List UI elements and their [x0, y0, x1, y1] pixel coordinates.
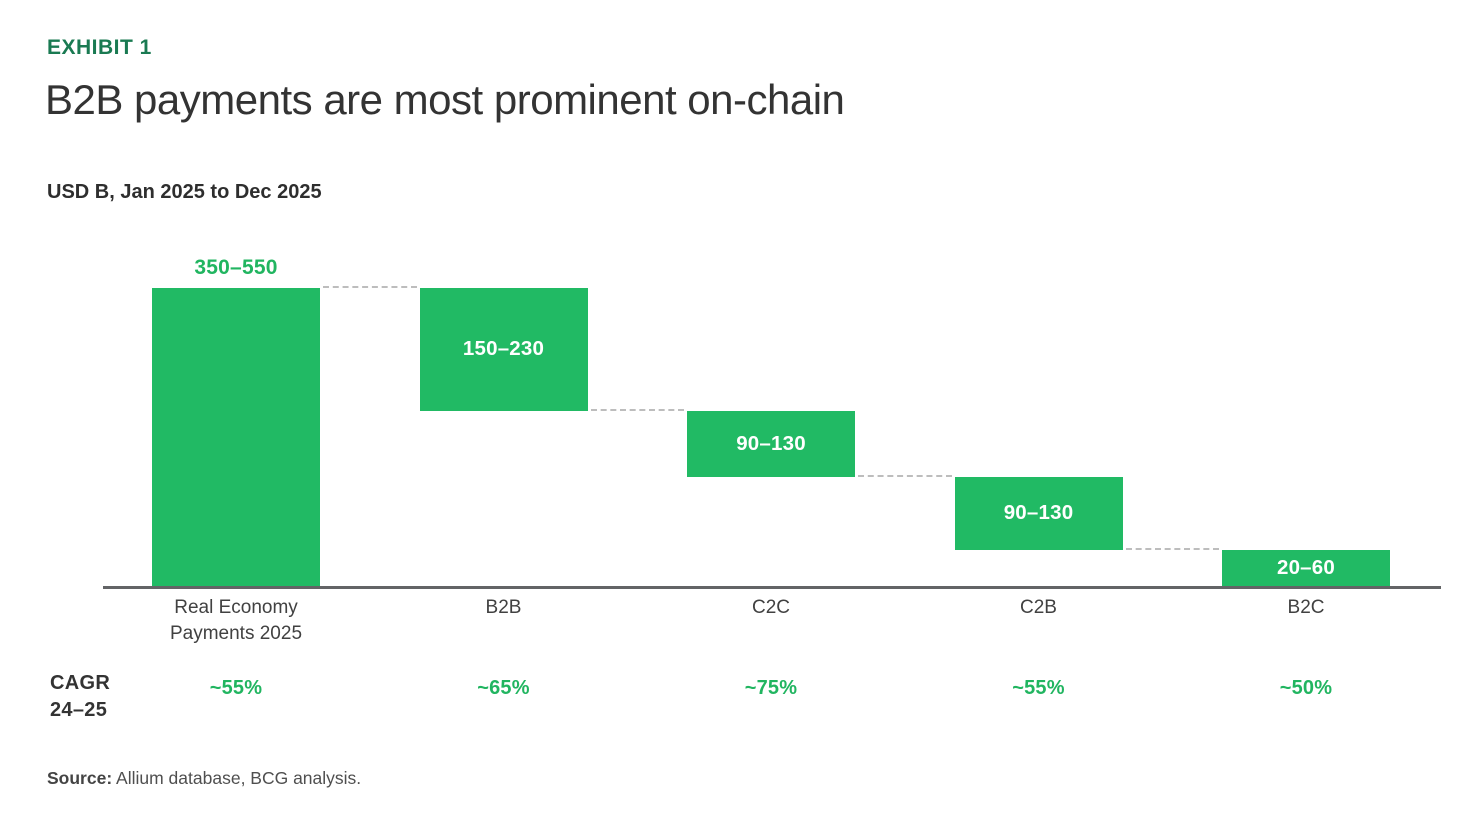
axis-category-label: Real Economy Payments 2025: [169, 597, 303, 645]
source-label: Source:: [47, 768, 113, 788]
cagr-row-label-line1: CAGR: [50, 672, 111, 694]
bar-value-label: 90–130: [736, 431, 806, 455]
waterfall-bar: 90–130: [954, 476, 1123, 550]
waterfall-connector: [858, 474, 952, 477]
axis-category-label: C2B: [1020, 597, 1057, 618]
waterfall-connector: [1125, 547, 1219, 550]
chart-subtitle-units: USD B, Jan 2025 to Dec 2025: [47, 181, 322, 203]
waterfall-bar: 90–130: [687, 410, 855, 477]
source-text: Allium database, BCG analysis.: [112, 768, 362, 788]
exhibit-eyebrow: EXHIBIT 1: [47, 36, 152, 59]
cagr-value: ~55%: [209, 677, 263, 699]
waterfall-bar: 150–230: [419, 288, 588, 411]
waterfall-bar: [152, 288, 320, 586]
bar-value-label: 150–230: [462, 337, 545, 361]
page-title: B2B payments are most prominent on-chain: [45, 76, 845, 123]
waterfall-connector: [590, 408, 684, 411]
total-value-label: 350–550: [194, 256, 278, 279]
cagr-value: ~75%: [744, 677, 798, 699]
cagr-value: ~65%: [477, 677, 530, 699]
cagr-value: ~50%: [1279, 677, 1333, 699]
axis-category-label: B2C: [1287, 597, 1325, 618]
cagr-row-label: CAGR 24–25: [50, 670, 110, 724]
x-axis-line: [103, 586, 1441, 589]
cagr-row-label-line2: 24–25: [50, 699, 108, 721]
axis-category-label: B2B: [485, 597, 522, 618]
source-note: Source: Allium database, BCG analysis.: [47, 768, 361, 789]
waterfall-connector: [323, 286, 417, 288]
axis-category-label: C2C: [751, 597, 790, 618]
cagr-value: ~55%: [1012, 677, 1065, 699]
waterfall-bar: 20–60: [1222, 549, 1390, 586]
bar-value-label: 20–60: [1276, 555, 1335, 579]
bar-value-label: 90–130: [1003, 501, 1074, 525]
